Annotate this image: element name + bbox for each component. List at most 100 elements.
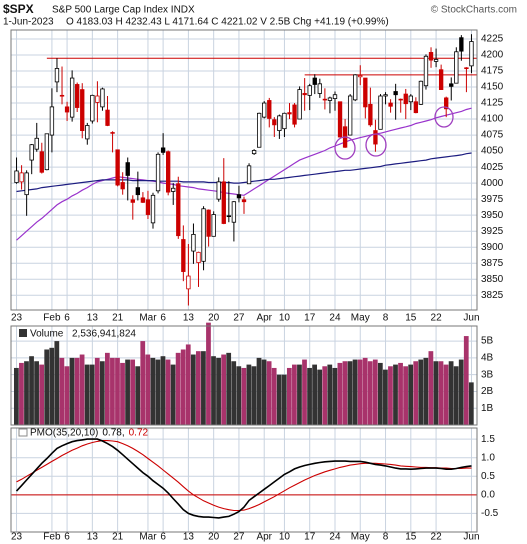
moving-average <box>16 152 472 193</box>
candle-body <box>423 55 429 87</box>
volume-bar <box>185 344 191 425</box>
candle-body <box>64 106 70 113</box>
volume-bar <box>231 361 237 425</box>
candle-body <box>196 251 201 263</box>
candle-body <box>378 95 383 130</box>
candle-body <box>135 187 141 196</box>
volume-bar <box>357 359 363 425</box>
y-tick-label: 2B <box>481 386 494 397</box>
volume-bar <box>463 336 469 425</box>
candle-body <box>358 75 363 78</box>
volume-bar <box>453 366 459 425</box>
volume-bar <box>165 359 171 425</box>
volume-bar <box>54 341 60 425</box>
volume-bar <box>130 359 136 425</box>
plot-area <box>11 428 477 532</box>
x-tick-label: Apr <box>256 313 272 324</box>
moving-average <box>16 107 472 241</box>
volume-bar <box>286 367 292 425</box>
candle-body <box>297 89 302 120</box>
volume-bar <box>342 361 348 425</box>
x-tick-label: 15 <box>405 313 417 324</box>
quote: O 4183.03 H 4232.43 L 4171.64 C 4221.02 … <box>66 17 389 28</box>
candle-body <box>19 172 24 183</box>
y-tick-label: 3850 <box>481 274 504 285</box>
volume-bar <box>69 357 75 425</box>
x-tick-label: 6 <box>160 532 166 543</box>
candle-body <box>206 209 211 237</box>
candle-body <box>95 95 100 103</box>
candle-body <box>408 95 413 103</box>
plots: 3825 3850 3875 3900 3925 3950 3975 4000 4025 4050… <box>10 29 504 543</box>
x-tick-label: 10 <box>279 532 291 543</box>
subtitle: S&P 500 Large Cap Index INDX <box>52 5 195 16</box>
volume-bar <box>448 361 454 425</box>
y-tick-label: 4050 <box>481 146 504 157</box>
volume-bar <box>367 361 373 425</box>
volume-bar <box>433 361 439 425</box>
x-tick-label: Feb <box>43 532 61 543</box>
candle-body <box>449 83 454 87</box>
date: 1-Jun-2023 <box>3 17 54 28</box>
volume-bar <box>44 349 50 425</box>
volume-bar <box>34 361 39 425</box>
x-tick-label: 13 <box>183 532 195 543</box>
x-tick-label: 8 <box>383 313 389 324</box>
volume-bar <box>140 341 146 425</box>
volume-bar <box>216 357 221 425</box>
candle-body <box>383 94 388 97</box>
volume-bar <box>327 364 333 425</box>
y-tick-label: 3825 <box>481 290 504 301</box>
volume-bar <box>458 359 464 425</box>
candle-body <box>337 101 343 138</box>
candle-body <box>120 182 125 190</box>
candle-body <box>322 98 328 101</box>
y-tick-label: 4175 <box>481 66 504 77</box>
volume-bar <box>246 364 252 425</box>
y-tick-label: -0.5 <box>481 508 499 519</box>
x-tick-label: 21 <box>112 313 124 324</box>
candle-body <box>160 147 166 153</box>
x-tick-label: 27 <box>233 313 245 324</box>
volume-bar <box>120 362 125 425</box>
volume-bar <box>24 361 29 425</box>
volume-bar <box>423 357 429 425</box>
volume-bar <box>211 356 216 425</box>
x-tick-label: 27 <box>233 532 245 543</box>
candle-body <box>236 194 242 199</box>
y-tick-label: 4075 <box>481 130 504 141</box>
annotation-circle <box>434 106 454 128</box>
volume-bar <box>79 354 85 425</box>
volume-bar <box>271 367 277 425</box>
volume-bar <box>302 359 307 425</box>
candle-body <box>241 199 247 203</box>
candle-body <box>29 144 34 161</box>
y-tick-label: 3900 <box>481 242 504 253</box>
x-tick-label: Jun <box>463 313 479 324</box>
volume-bar <box>170 364 176 425</box>
x-tick-label: 21 <box>112 532 124 543</box>
candle-body <box>459 37 464 52</box>
x-tick-label: 23 <box>11 532 23 543</box>
annotation-circle <box>334 136 356 160</box>
x-tick-label: May <box>351 532 370 543</box>
x-tick-label: Apr <box>256 532 272 543</box>
volume-bar <box>362 357 368 425</box>
candle-body <box>302 93 307 96</box>
volume-bar <box>408 364 414 425</box>
candle-body <box>246 165 252 185</box>
candle-body <box>24 172 29 196</box>
candle-body <box>201 208 206 262</box>
volume-bar <box>292 364 297 425</box>
x-tick-label: 17 <box>304 532 316 543</box>
candle-body <box>388 102 393 107</box>
volume-bar <box>261 359 267 425</box>
legend-label: Volume <box>30 329 64 340</box>
volume-bar <box>135 366 141 425</box>
candle-body <box>216 181 221 200</box>
volume-bar <box>307 367 312 425</box>
x-tick-label: May <box>351 313 370 324</box>
candle-body <box>44 133 50 171</box>
volume-bar <box>104 352 110 425</box>
candle-body <box>353 74 358 101</box>
